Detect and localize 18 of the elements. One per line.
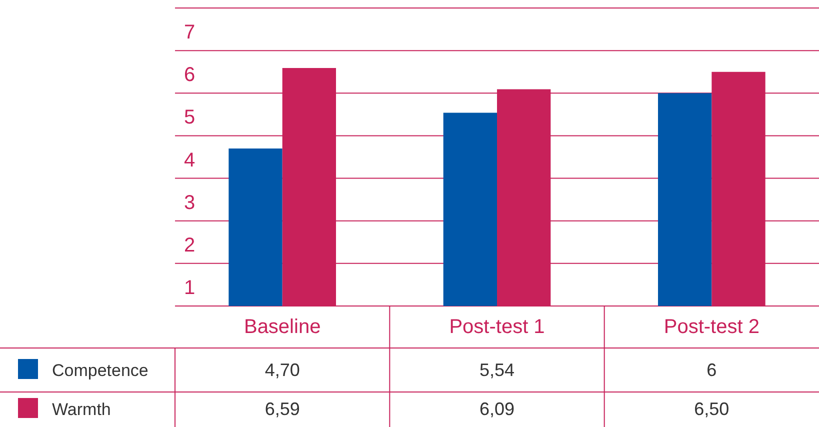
x-tick-label: Post-test 1	[449, 316, 545, 338]
y-tick-label: 3	[184, 192, 196, 214]
data-label: 6,09	[479, 399, 515, 419]
legend-label: Competence	[52, 361, 148, 380]
data-label: 6,50	[694, 399, 730, 419]
x-tick-label: Baseline	[244, 316, 321, 338]
x-tick-label: Post-test 2	[664, 316, 760, 338]
data-label: 4,70	[264, 360, 300, 380]
data-label: 6	[706, 360, 717, 380]
y-tick-label: 6	[184, 64, 196, 86]
y-tick-label: 5	[184, 106, 196, 129]
y-tick-label: 7	[184, 22, 196, 44]
legend-label: Warmth	[52, 400, 111, 419]
data-label: 6,59	[264, 399, 300, 419]
y-tick-label: 1	[184, 277, 196, 299]
y-tick-label: 2	[184, 234, 196, 256]
data-label: 5,54	[479, 360, 515, 380]
y-tick-label: 4	[184, 149, 196, 172]
